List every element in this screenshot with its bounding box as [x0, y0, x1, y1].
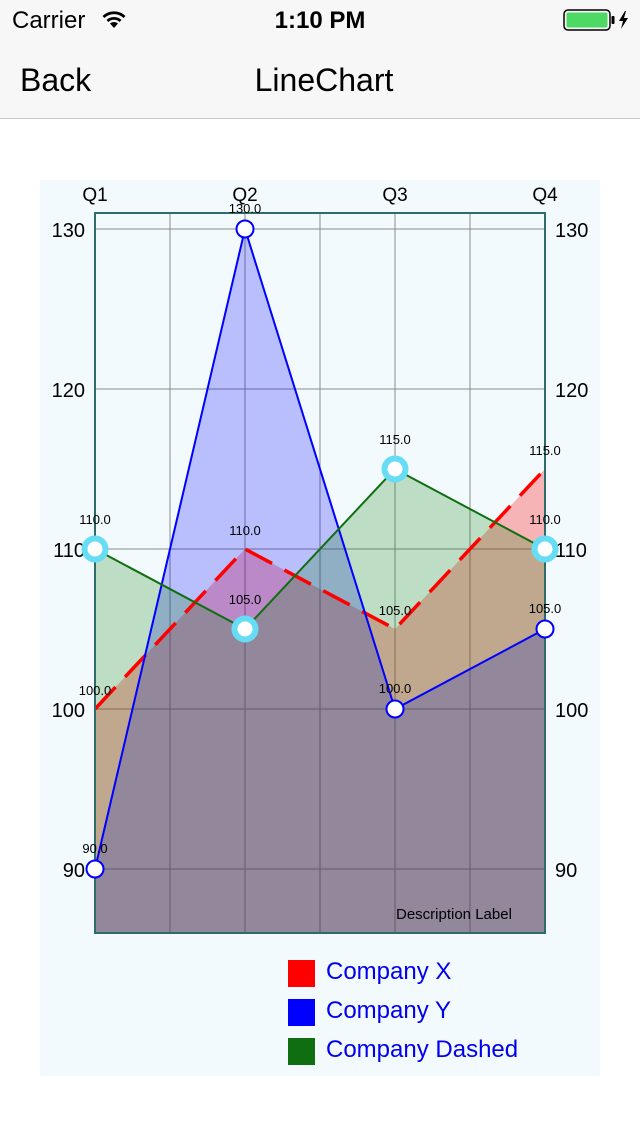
back-button[interactable]: Back: [20, 62, 92, 98]
chart-canvas: 90 90 100 100 110 110 120 120 130 130 Q1 Q2 Q3 Q4 100.…: [52, 185, 588, 934]
data-label: 105.0: [529, 601, 562, 616]
data-point: [81, 535, 109, 563]
legend-label-company-y: Company Y: [326, 997, 451, 1024]
clock-time: 1:10 PM: [274, 7, 366, 34]
data-label: 115.0: [529, 443, 561, 458]
line-chart: 90 90 100 100 110 110 120 120 130 130 Q1 Q2 Q3 Q4 100.…: [40, 180, 600, 1076]
legend-swatch-company-x: [288, 960, 315, 987]
data-label: 90.0: [82, 841, 107, 856]
battery-icon: [563, 9, 628, 31]
y-tick-label-right: 90: [555, 860, 577, 882]
status-bar: Carrier 1:10 PM: [0, 0, 640, 40]
x-tick-label: Q4: [532, 185, 558, 206]
data-point: [381, 455, 409, 483]
wifi-icon: [102, 11, 126, 28]
data-label: 110.0: [229, 523, 261, 538]
data-point: [85, 859, 105, 879]
y-tick-label-left: 90: [63, 860, 85, 882]
data-point: [231, 615, 259, 643]
x-tick-label: Q3: [382, 185, 407, 206]
data-label: 105.0: [229, 592, 262, 607]
y-tick-label-left: 130: [52, 220, 85, 242]
chart-description: Description Label: [396, 906, 512, 923]
series-line: [94, 467, 546, 631]
page-title: LineChart: [254, 62, 394, 98]
y-tick-label-right: 120: [555, 380, 588, 402]
data-label: 105.0: [379, 603, 412, 618]
y-tick-label-right: 100: [555, 700, 588, 722]
series-line: [94, 225, 546, 870]
y-tick-label-left: 110: [53, 540, 85, 562]
carrier-label: Carrier: [12, 7, 86, 34]
legend-swatch-company-y: [288, 999, 315, 1026]
data-label: 110.0: [529, 512, 561, 527]
data-point: [235, 219, 255, 239]
data-label: 130.0: [229, 201, 262, 216]
series-area: [95, 469, 545, 933]
navigation-bar: Back LineChart: [0, 40, 640, 119]
series-area: [95, 229, 545, 933]
data-label: 115.0: [379, 432, 411, 447]
plot-frame: [94, 212, 546, 934]
series-area: [95, 469, 545, 933]
y-tick-label-left: 100: [52, 700, 85, 722]
data-point: [385, 699, 405, 719]
y-tick-label-right: 110: [555, 540, 587, 562]
data-point: [535, 619, 555, 639]
data-label: 100.0: [379, 681, 412, 696]
y-tick-label-right: 130: [555, 220, 588, 242]
data-point: [531, 535, 559, 563]
y-tick-label-left: 120: [52, 380, 85, 402]
data-label: 110.0: [79, 512, 111, 527]
legend-label-company-x: Company X: [326, 958, 452, 985]
series-line: [93, 467, 547, 711]
x-tick-label: Q2: [232, 185, 257, 206]
x-tick-label: Q1: [82, 185, 107, 206]
legend-swatch-company-dashed: [288, 1038, 315, 1065]
data-label: 100.0: [79, 683, 112, 698]
legend-label-company-dashed: Company Dashed: [326, 1036, 519, 1063]
